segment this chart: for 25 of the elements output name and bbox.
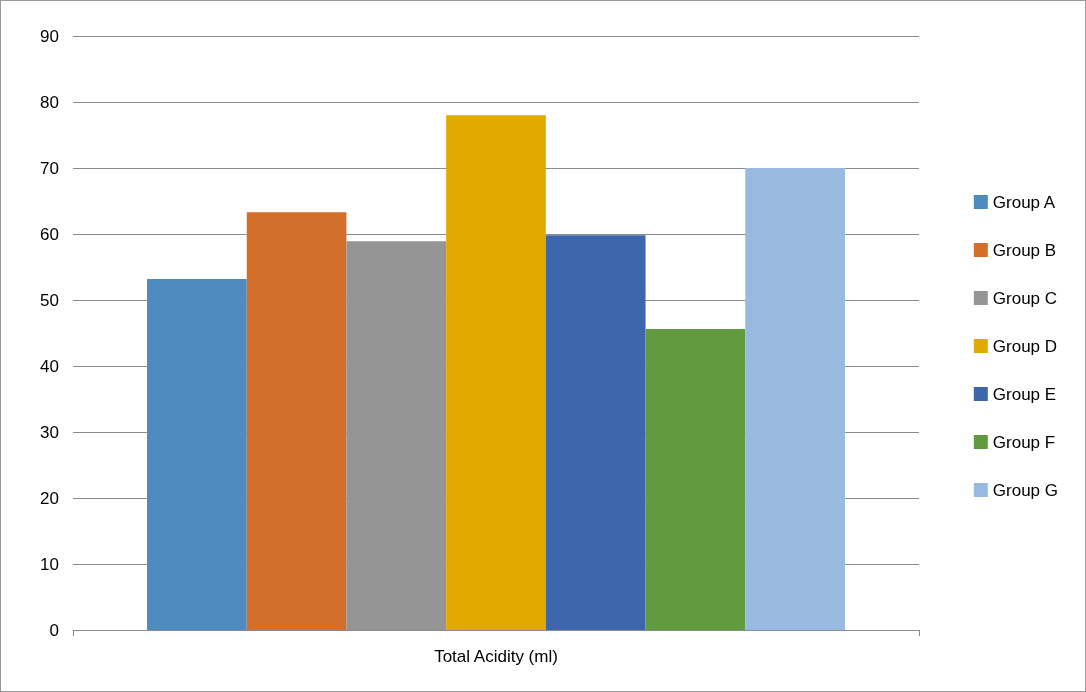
y-tick-label: 70 <box>40 158 59 178</box>
bar <box>446 115 546 630</box>
legend-label: Group C <box>992 288 1058 308</box>
y-tick-label: 90 <box>40 26 59 46</box>
legend-label: Group G <box>992 480 1059 500</box>
y-tick-label: 50 <box>40 290 59 310</box>
y-tick-label: 30 <box>40 422 59 442</box>
bar <box>346 241 447 630</box>
y-tick-label: 80 <box>40 92 59 112</box>
legend-label: Group F <box>992 432 1056 452</box>
x-tick-label: Total Acidity (ml) <box>434 647 558 666</box>
y-tick-label: 10 <box>40 554 59 574</box>
y-tick-label: 40 <box>40 356 59 376</box>
legend-label: Group A <box>992 192 1056 212</box>
bar <box>745 168 845 630</box>
bar <box>246 212 347 630</box>
bar <box>147 278 247 630</box>
legend-label: Group E <box>992 384 1057 404</box>
legend-label: Group B <box>992 240 1057 260</box>
bar <box>545 235 646 630</box>
y-tick-label: 0 <box>49 620 59 640</box>
y-tick-label: 20 <box>40 488 59 508</box>
y-tick-label: 60 <box>40 224 59 244</box>
legend-label: Group D <box>992 336 1058 356</box>
bar <box>645 329 746 630</box>
